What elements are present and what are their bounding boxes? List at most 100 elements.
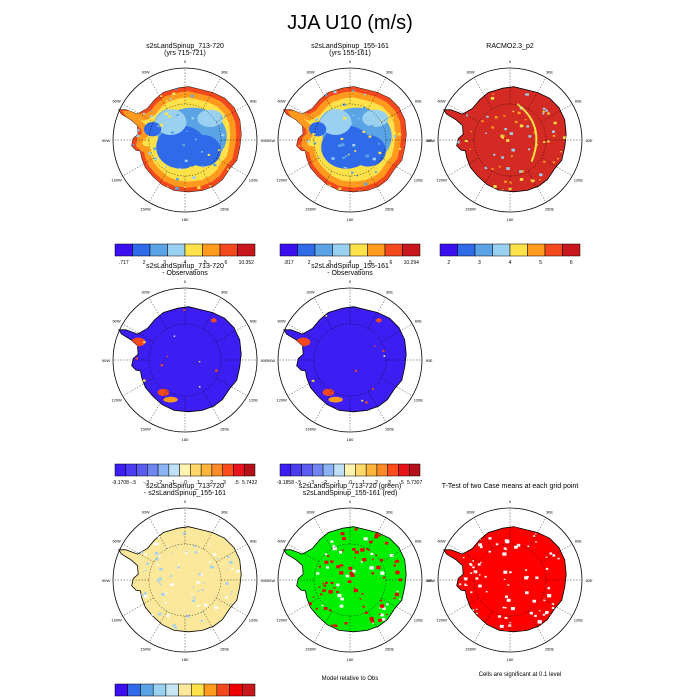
field-speckle: [299, 131, 302, 134]
field-speckle: [539, 173, 543, 177]
field-speckle: [356, 174, 358, 177]
field-speckle: [193, 596, 196, 599]
field-speckle: [220, 116, 222, 118]
colorbar-tick-label: -.2: [156, 480, 162, 486]
field-speckle: [182, 143, 186, 147]
field-speckle: [157, 536, 161, 539]
colorbar-tick-label: 4: [349, 260, 352, 266]
field-speckle: [529, 604, 534, 608]
field-speckle: [209, 560, 212, 563]
field-speckle: [499, 579, 501, 581]
field-speckle: [557, 557, 560, 560]
field-speckle: [336, 583, 340, 587]
longitude-label: 60W: [277, 99, 285, 104]
longitude-label: 90E: [585, 138, 592, 143]
field-speckle: [148, 152, 152, 155]
field-speckle: [503, 115, 506, 117]
longitude-label: 30E: [221, 70, 228, 75]
field-speckle: [538, 179, 541, 181]
field-speckle: [491, 559, 496, 564]
field-speckle: [378, 151, 382, 155]
map-panel-8: T-Test of two Case means at each grid po…: [427, 483, 593, 662]
longitude-label: 90W: [267, 358, 275, 363]
longitude-label: 30E: [386, 290, 393, 295]
colorbar-tick-label: 4: [184, 260, 187, 266]
field-speckle: [132, 143, 135, 146]
map-panel-6: s2sLandSpinup_713-720- s2sLandSpinup_155…: [102, 483, 268, 662]
field-speckle: [514, 530, 517, 533]
colorbar-swatch: [114, 243, 133, 257]
field-speckle: [527, 545, 530, 548]
field-speckle: [141, 607, 145, 611]
field-speckle: [389, 554, 394, 558]
field-speckle: [183, 186, 187, 188]
field-speckle: [395, 559, 400, 563]
field-speckle: [136, 134, 140, 137]
field-speckle: [315, 607, 318, 610]
field-speckle: [164, 166, 167, 168]
panel-subtitle: - Observations: [162, 270, 208, 277]
longitude-label: 30W: [306, 70, 314, 75]
field-speckle: [169, 97, 172, 100]
field-speckle: [335, 625, 338, 627]
field-speckle: [362, 130, 366, 133]
field-speckle: [502, 552, 507, 556]
field-speckle: [184, 633, 187, 636]
field-speckle: [192, 586, 195, 588]
field-speckle: [502, 606, 505, 609]
colorbar-tick-label: 5.7307: [407, 480, 423, 486]
field-speckle: [336, 565, 341, 569]
field-speckle: [501, 137, 504, 139]
longitude-label: 60E: [575, 539, 582, 544]
field-speckle: [510, 607, 515, 611]
longitude-label: 180: [182, 657, 189, 662]
colorbar: -9.1858 -.5 -.3 -.2 -.1 .0 .1 .2 .3 .5 5.7307: [277, 463, 423, 486]
field-speckle: [138, 159, 142, 163]
field-speckle: [363, 93, 366, 96]
field-speckle: [374, 345, 376, 347]
field-speckle: [315, 616, 318, 619]
field-speckle: [340, 532, 345, 536]
field-speckle: [221, 133, 225, 137]
field-speckle: [462, 558, 467, 562]
field-speckle: [376, 565, 381, 570]
field-speckle: [144, 120, 147, 122]
field-speckle: [385, 613, 388, 616]
field-speckle: [469, 148, 471, 150]
field-speckle: [553, 121, 557, 125]
field-speckle: [378, 613, 381, 615]
field-speckle: [365, 154, 370, 158]
field-speckle: [362, 106, 366, 110]
longitude-label: 60E: [250, 99, 257, 104]
colorbar-tick-label: .0: [348, 480, 352, 486]
field-speckle: [236, 569, 240, 573]
longitude-label: 0: [184, 59, 187, 64]
colorbar-swatch: [474, 243, 493, 257]
colorbar-tick-label: .1: [196, 480, 200, 486]
field-speckle: [485, 602, 489, 605]
field-speckle: [153, 542, 157, 546]
field-speckle: [330, 624, 333, 627]
colorbar-tick-label: -.3: [308, 480, 314, 486]
longitude-label: 60W: [112, 539, 120, 544]
field-speckle: [494, 116, 498, 119]
field-speckle: [194, 551, 198, 554]
longitude-label: 180: [507, 217, 514, 222]
field-speckle: [338, 144, 342, 148]
field-speckle: [159, 123, 164, 127]
longitude-label: 30W: [306, 510, 314, 515]
field-speckle: [380, 119, 383, 121]
longitude-label: 90W: [427, 138, 435, 143]
field-speckle: [384, 541, 389, 545]
colorbar-tick-label: .5: [235, 480, 239, 486]
field-speckle: [514, 526, 518, 530]
field-speckle: [392, 117, 395, 120]
field-speckle: [498, 631, 502, 632]
longitude-label: 30W: [466, 510, 474, 515]
field-speckle: [392, 172, 397, 175]
field-speckle: [324, 553, 328, 556]
field-speckle: [369, 617, 374, 621]
field-speckle: [230, 603, 232, 605]
field-speckle: [209, 565, 214, 569]
colorbar-tick-label: 10.294: [404, 260, 420, 266]
